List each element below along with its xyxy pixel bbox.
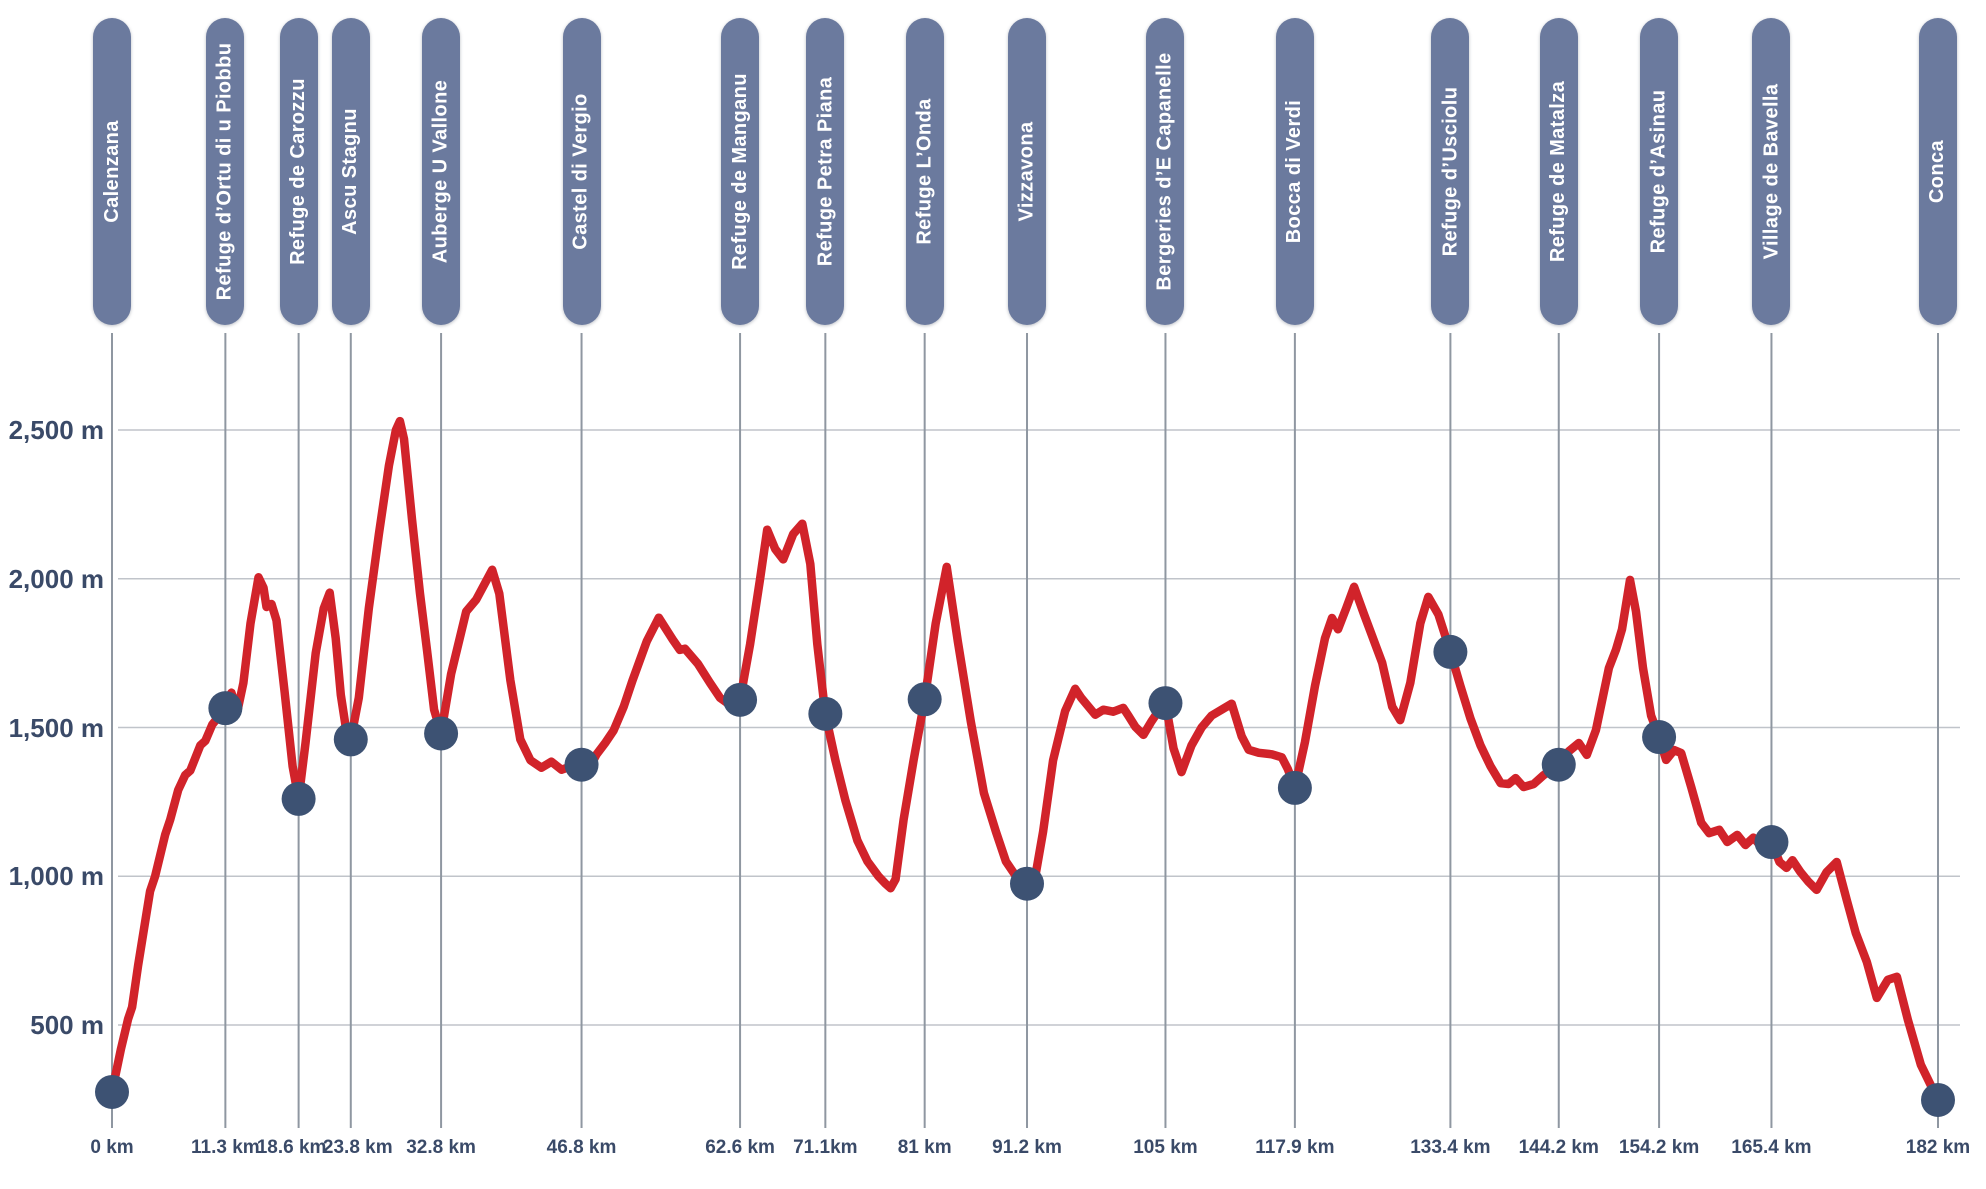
waypoint-pill-label: Vizzavona bbox=[1015, 121, 1038, 222]
x-axis-label: 0 km bbox=[90, 1137, 134, 1158]
x-axis-label: 144.2 km bbox=[1518, 1137, 1599, 1158]
waypoint-marker bbox=[1433, 634, 1468, 669]
x-axis-label: 91.2 km bbox=[992, 1137, 1062, 1158]
waypoint-marker bbox=[424, 716, 459, 751]
elevation-line bbox=[107, 416, 1943, 1105]
waypoint-pill: Refuge d’Usciolu bbox=[1431, 18, 1470, 325]
waypoint-pill-label: Conca bbox=[1926, 139, 1949, 204]
waypoint-marker bbox=[1541, 747, 1576, 782]
waypoint-marker bbox=[1277, 770, 1312, 805]
waypoint-pill: Conca bbox=[1919, 18, 1957, 325]
waypoint-marker bbox=[1010, 866, 1045, 901]
waypoint-pill: Vizzavona bbox=[1008, 18, 1046, 325]
waypoint-pill: Auberge U Vallone bbox=[422, 18, 461, 325]
waypoint-pill-label: Bergeries d’E Capanelle bbox=[1153, 52, 1176, 291]
x-axis-label: 23.8 km bbox=[322, 1137, 393, 1158]
y-axis-label: 2,000 m bbox=[8, 563, 104, 594]
y-axis-label: 1,500 m bbox=[8, 712, 104, 743]
x-axis-label: 154.2 km bbox=[1618, 1137, 1700, 1158]
waypoint-pill-label: Refuge d’Usciolu bbox=[1438, 86, 1461, 257]
waypoint-marker bbox=[1921, 1082, 1955, 1117]
waypoint-marker bbox=[1642, 720, 1677, 755]
waypoint-pill: Bocca di Verdi bbox=[1275, 18, 1314, 325]
waypoint-pill: Bergeries d’E Capanelle bbox=[1146, 18, 1185, 325]
y-axis-label: 1,000 m bbox=[8, 861, 104, 892]
waypoint-pill: Castel di Vergio bbox=[562, 18, 601, 325]
waypoint-marker bbox=[95, 1074, 129, 1109]
x-axis-label: 71.1km bbox=[793, 1137, 858, 1158]
waypoint-pill-label: Ascu Stagnu bbox=[339, 108, 362, 235]
waypoint-pill-label: Refuge d’Ortu di u Piobbu bbox=[213, 42, 236, 301]
x-axis-label: 81 km bbox=[897, 1137, 952, 1158]
x-axis-label: 182 km bbox=[1905, 1137, 1971, 1158]
waypoint-pill-label: Refuge de Carozzu bbox=[287, 78, 310, 265]
waypoint-pill-label: Refuge Petra Piana bbox=[813, 76, 836, 267]
waypoint-pill-label: Refuge de Manganu bbox=[728, 73, 751, 270]
waypoint-marker bbox=[333, 722, 368, 757]
waypoint-pill-label: Auberge U Vallone bbox=[429, 79, 452, 264]
waypoint-pill-label: Castel di Vergio bbox=[570, 93, 593, 250]
waypoint-marker bbox=[907, 682, 942, 717]
x-axis-label: 18.6 km bbox=[256, 1137, 327, 1158]
x-axis-label: 105 km bbox=[1133, 1137, 1198, 1158]
x-axis-label: 133.4 km bbox=[1410, 1137, 1491, 1158]
x-axis-label: 62.6 km bbox=[705, 1137, 775, 1158]
x-axis-label: 46.8 km bbox=[546, 1137, 617, 1158]
waypoint-marker bbox=[723, 682, 758, 717]
x-axis-label: 165.4 km bbox=[1731, 1137, 1812, 1158]
waypoint-marker bbox=[1754, 825, 1789, 860]
waypoint-marker bbox=[208, 691, 243, 726]
waypoint-pill: Calenzana bbox=[93, 18, 131, 325]
waypoint-pill: Village de Bavella bbox=[1752, 18, 1791, 325]
waypoint-pill: Refuge de Carozzu bbox=[279, 18, 318, 325]
x-axis-label: 32.8 km bbox=[406, 1137, 476, 1158]
waypoint-pill-label: Village de Bavella bbox=[1759, 83, 1782, 260]
waypoint-pill-label: Refuge L’Onda bbox=[913, 98, 936, 245]
x-axis-label: 117.9 km bbox=[1255, 1137, 1335, 1158]
x-axis-label: 11.3 km bbox=[191, 1137, 260, 1158]
waypoint-pill: Refuge d’Ortu di u Piobbu bbox=[206, 18, 245, 325]
waypoint-pill-label: Refuge d’Asinau bbox=[1647, 89, 1670, 254]
waypoint-marker bbox=[281, 781, 316, 816]
waypoint-pill: Refuge d’Asinau bbox=[1640, 18, 1679, 325]
waypoint-pill-label: Bocca di Verdi bbox=[1283, 99, 1306, 244]
waypoint-pill: Refuge de Matalza bbox=[1539, 18, 1578, 325]
waypoint-pill: Refuge L’Onda bbox=[905, 18, 944, 325]
waypoint-pill: Refuge de Manganu bbox=[721, 18, 760, 325]
waypoint-pill-label: Calenzana bbox=[100, 120, 123, 223]
y-axis-label: 500 m bbox=[30, 1010, 104, 1040]
y-axis-label: 2,500 m bbox=[8, 415, 104, 445]
waypoint-marker bbox=[564, 747, 599, 782]
waypoint-marker bbox=[1148, 686, 1183, 721]
waypoint-marker bbox=[808, 696, 843, 731]
waypoint-pill: Ascu Stagnu bbox=[331, 18, 370, 325]
waypoint-pill: Refuge Petra Piana bbox=[806, 18, 845, 325]
waypoint-pill-label: Refuge de Matalza bbox=[1547, 80, 1570, 263]
